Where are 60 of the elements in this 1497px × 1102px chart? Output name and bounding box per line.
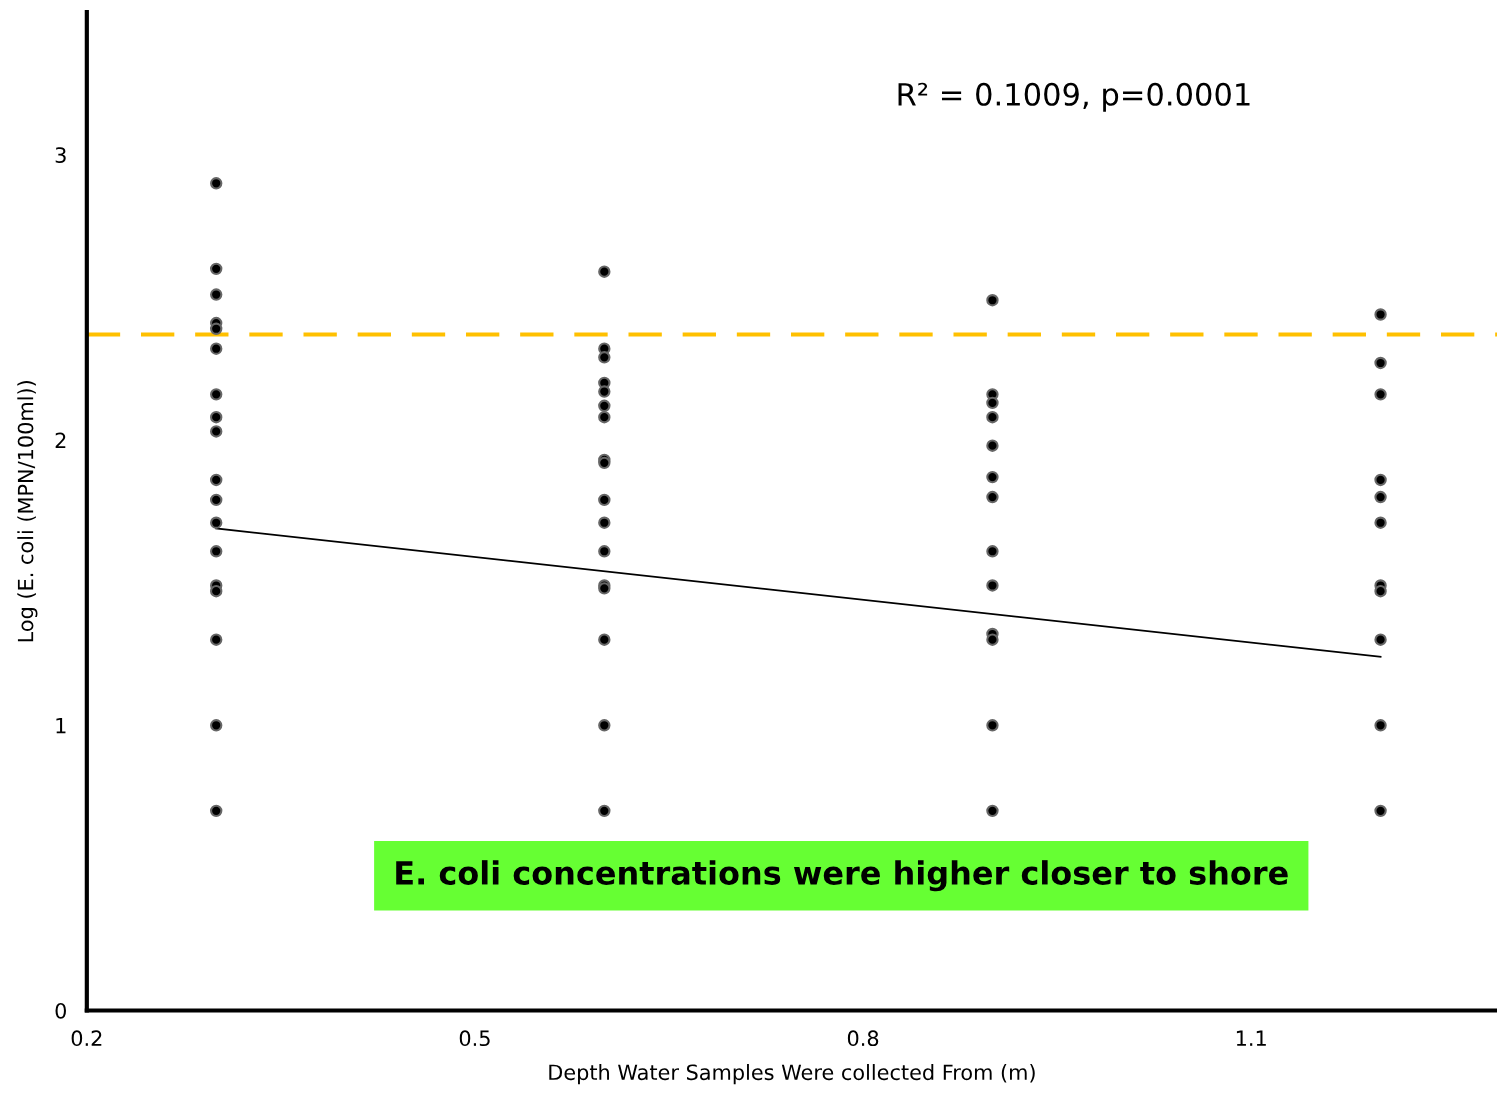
point <box>598 633 611 646</box>
point <box>986 719 999 732</box>
x-tick-label: 0.8 <box>847 1030 879 1047</box>
y-tick-label: 2 <box>55 432 66 448</box>
point <box>1374 308 1387 321</box>
point <box>986 294 999 307</box>
point <box>986 804 999 818</box>
point <box>598 493 611 507</box>
point <box>598 399 611 412</box>
point <box>1374 719 1387 732</box>
point <box>1374 490 1387 504</box>
point <box>986 470 999 484</box>
point <box>986 633 999 646</box>
point <box>210 804 223 818</box>
point <box>1374 516 1387 529</box>
point <box>210 288 223 301</box>
point <box>986 411 999 424</box>
point <box>210 633 223 646</box>
point <box>598 351 611 364</box>
point <box>598 545 611 558</box>
point <box>598 411 611 424</box>
y-axis-title: Log (E. coli (MPN/100ml)) <box>17 381 38 642</box>
x-axis-title: Depth Water Samples Were collected From (m) <box>549 1064 1035 1085</box>
point <box>210 262 223 276</box>
point <box>210 545 223 558</box>
point <box>210 411 223 424</box>
point <box>210 719 223 732</box>
point <box>986 545 999 558</box>
point <box>986 439 999 452</box>
x-tick-label: 0.5 <box>459 1030 490 1047</box>
point <box>986 579 999 592</box>
y-tick-label: 1 <box>56 718 66 734</box>
point <box>986 490 999 504</box>
point <box>1374 388 1387 401</box>
point <box>210 342 223 355</box>
point <box>598 265 611 278</box>
point <box>210 493 223 507</box>
point <box>210 473 223 487</box>
point <box>210 322 223 335</box>
x-tick-label: 1.1 <box>1236 1030 1266 1046</box>
point <box>210 585 223 598</box>
point <box>210 177 223 190</box>
y-tick-label: 0 <box>55 1002 66 1019</box>
point <box>598 516 611 529</box>
point <box>1374 804 1387 818</box>
point <box>210 425 223 438</box>
point <box>1374 585 1387 598</box>
point <box>598 719 611 732</box>
y-tick-label: 3 <box>55 147 66 163</box>
point <box>1374 633 1387 646</box>
annotation: E. coli concentrations were higher closer to shore <box>396 860 1288 892</box>
point <box>1374 356 1387 370</box>
annotation: R² = 0.1009, p=0.0001 <box>898 82 1250 112</box>
x-tick-label: 0.2 <box>71 1030 102 1047</box>
point <box>598 804 611 818</box>
point <box>986 396 999 410</box>
point <box>598 385 611 398</box>
point <box>210 388 223 401</box>
point <box>1374 473 1387 487</box>
point <box>210 516 223 529</box>
